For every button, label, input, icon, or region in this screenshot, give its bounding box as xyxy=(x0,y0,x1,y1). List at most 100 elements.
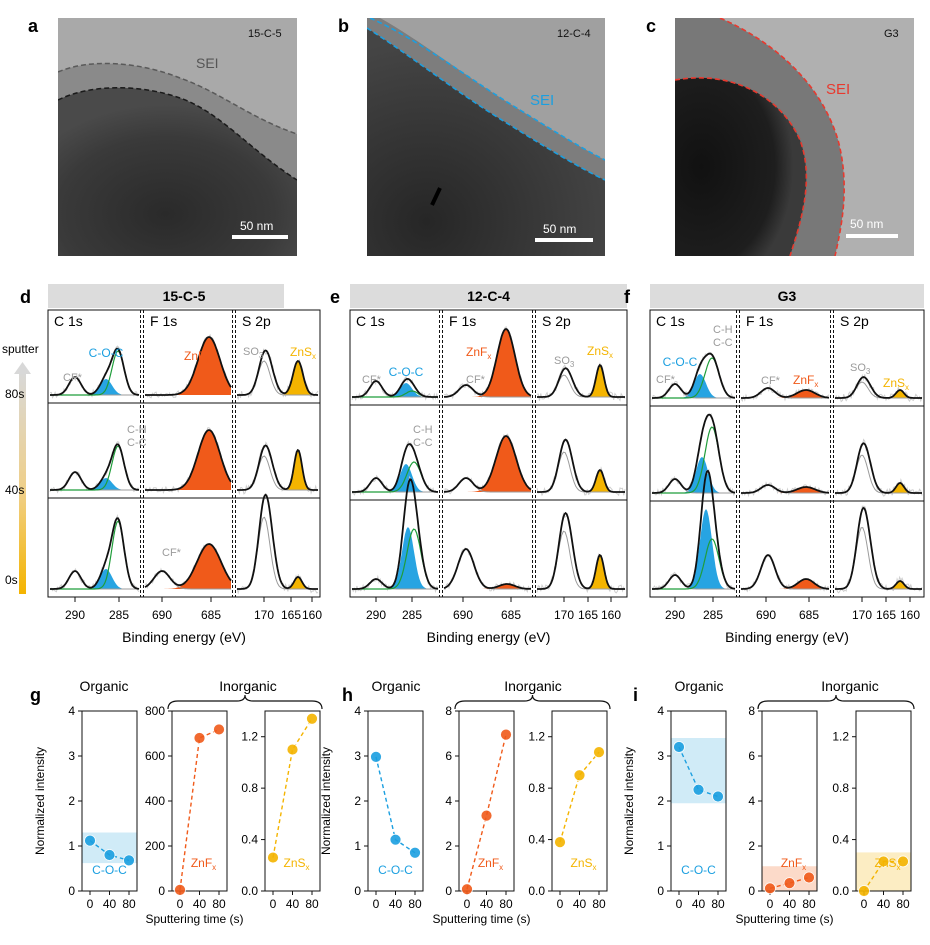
x-tick-label: 80 xyxy=(122,897,136,911)
y-tick-label: 1 xyxy=(657,839,664,853)
fit-envelope xyxy=(652,352,736,399)
y-tick-label: 2 xyxy=(748,839,755,853)
fit-envelope xyxy=(835,442,922,494)
peak-fill-zns xyxy=(835,581,922,589)
data-point xyxy=(84,834,96,847)
y-tick-label: 0.8 xyxy=(241,781,258,795)
data-point xyxy=(877,855,890,868)
y-tick-label: 0.4 xyxy=(241,833,258,847)
label-znf-subscript: x xyxy=(205,356,209,365)
label-zns-subscript: x xyxy=(609,351,613,360)
x-tick-label: 80 xyxy=(499,897,513,911)
x-tick-label: 685 xyxy=(201,608,221,622)
y-tick-label: 4 xyxy=(68,704,75,718)
x-tick-label: 690 xyxy=(756,608,776,622)
x-tick-label: 0 xyxy=(87,897,94,911)
y-tick-label: 4 xyxy=(657,704,664,718)
data-point xyxy=(409,846,421,859)
data-point xyxy=(286,743,299,756)
sei-inner-boundary xyxy=(367,27,605,181)
trend-chart-i-3: 0.0 0.4 0.8 1.2 0 40 80 ZnSx xyxy=(832,710,912,911)
label-ch: C-H xyxy=(413,424,433,436)
fit-envelope xyxy=(835,506,922,590)
data-point xyxy=(554,836,566,849)
y-tick-label: 1.2 xyxy=(241,730,258,744)
y-tick-label: 0.4 xyxy=(832,833,849,847)
label-znf-main: ZnF xyxy=(793,373,814,387)
tem-particle xyxy=(367,28,605,256)
peak-fill-coc xyxy=(652,509,735,589)
data-point xyxy=(389,833,402,846)
label-znf: ZnFx xyxy=(184,349,209,365)
scale-bar xyxy=(232,235,288,239)
series-label: ZnSx xyxy=(570,856,596,872)
core-level-s2p: S 2p xyxy=(242,313,271,329)
label-ch: C-H xyxy=(127,424,147,436)
y-tick-label: 0.0 xyxy=(528,884,545,898)
label-so3-subscript: 3 xyxy=(866,367,871,376)
sample-header-label: 12-C-4 xyxy=(467,288,510,304)
fit-envelope xyxy=(237,493,318,590)
fit-envelope xyxy=(352,478,439,590)
data-point xyxy=(712,790,724,803)
data-point xyxy=(764,882,776,895)
peak-fill-zns xyxy=(835,390,922,398)
label-znf-subscript: x xyxy=(814,380,818,389)
peak-fill-zns xyxy=(537,555,625,589)
label-cf: CF* xyxy=(362,374,382,386)
data-point xyxy=(480,809,493,822)
series-label-main: ZnF xyxy=(191,856,212,870)
core-level-s2p: S 2p xyxy=(840,313,869,329)
y-tick-label: 1 xyxy=(354,839,361,853)
y-tick-label: 3 xyxy=(68,749,75,763)
y-tick-label: 4 xyxy=(445,794,452,808)
series-label-subscript: x xyxy=(593,863,597,872)
x-tick-label: 285 xyxy=(402,608,422,622)
sample-header xyxy=(48,284,284,308)
x-tick-label: 170 xyxy=(554,608,574,622)
x-axis-label: Binding energy (eV) xyxy=(122,629,246,645)
series-label: ZnFx xyxy=(191,856,216,872)
y-tick-label: 600 xyxy=(145,749,165,763)
label-cf-f1s: CF* xyxy=(162,547,182,559)
panel-label: g xyxy=(30,685,41,705)
time-label-40s: 40s xyxy=(5,483,24,497)
fit-envelope xyxy=(741,387,830,399)
data-point xyxy=(306,712,318,725)
data-point xyxy=(267,851,279,864)
peak-fill-znf xyxy=(145,544,231,589)
group-title-organic: Organic xyxy=(674,678,723,694)
x-tick-label: 170 xyxy=(254,608,274,622)
fit-envelope xyxy=(145,336,232,396)
x-tick-label: 690 xyxy=(453,608,473,622)
data-point xyxy=(897,855,909,868)
x-tick-label: 80 xyxy=(305,897,319,911)
x-tick-label: 170 xyxy=(852,608,872,622)
y-tick-label: 4 xyxy=(354,704,361,718)
core-level-f1s: F 1s xyxy=(746,313,773,329)
x-tick-label: 285 xyxy=(703,608,723,622)
panel-label: f xyxy=(624,287,631,307)
y-tick-label: 400 xyxy=(145,794,165,808)
series-label: C-O-C xyxy=(92,863,127,877)
group-title-inorganic: Inorganic xyxy=(219,678,277,694)
x-tick-label: 40 xyxy=(692,897,706,911)
label-so3-main: SO xyxy=(554,355,570,367)
sputter-arrow-shaft xyxy=(19,372,26,594)
label-cf-f1s: CF* xyxy=(761,375,781,387)
label-cf: CF* xyxy=(63,372,83,384)
tem-sample-label: G3 xyxy=(884,28,899,40)
inorganic-brace xyxy=(757,694,915,710)
peak-fill-znf xyxy=(444,329,531,397)
xps-panels: d 15-C-5C 1s F 1s S 2pCF*C-O-CC-HC-CZnFxCF*… xyxy=(20,284,925,645)
x-tick-label: 0 xyxy=(557,897,564,911)
data-point xyxy=(193,732,206,744)
y-tick-label: 3 xyxy=(354,749,361,763)
sputter-indicator: sputter 80s 40s 0s xyxy=(2,342,39,594)
tem-sample-label: 15-C-5 xyxy=(248,28,282,40)
